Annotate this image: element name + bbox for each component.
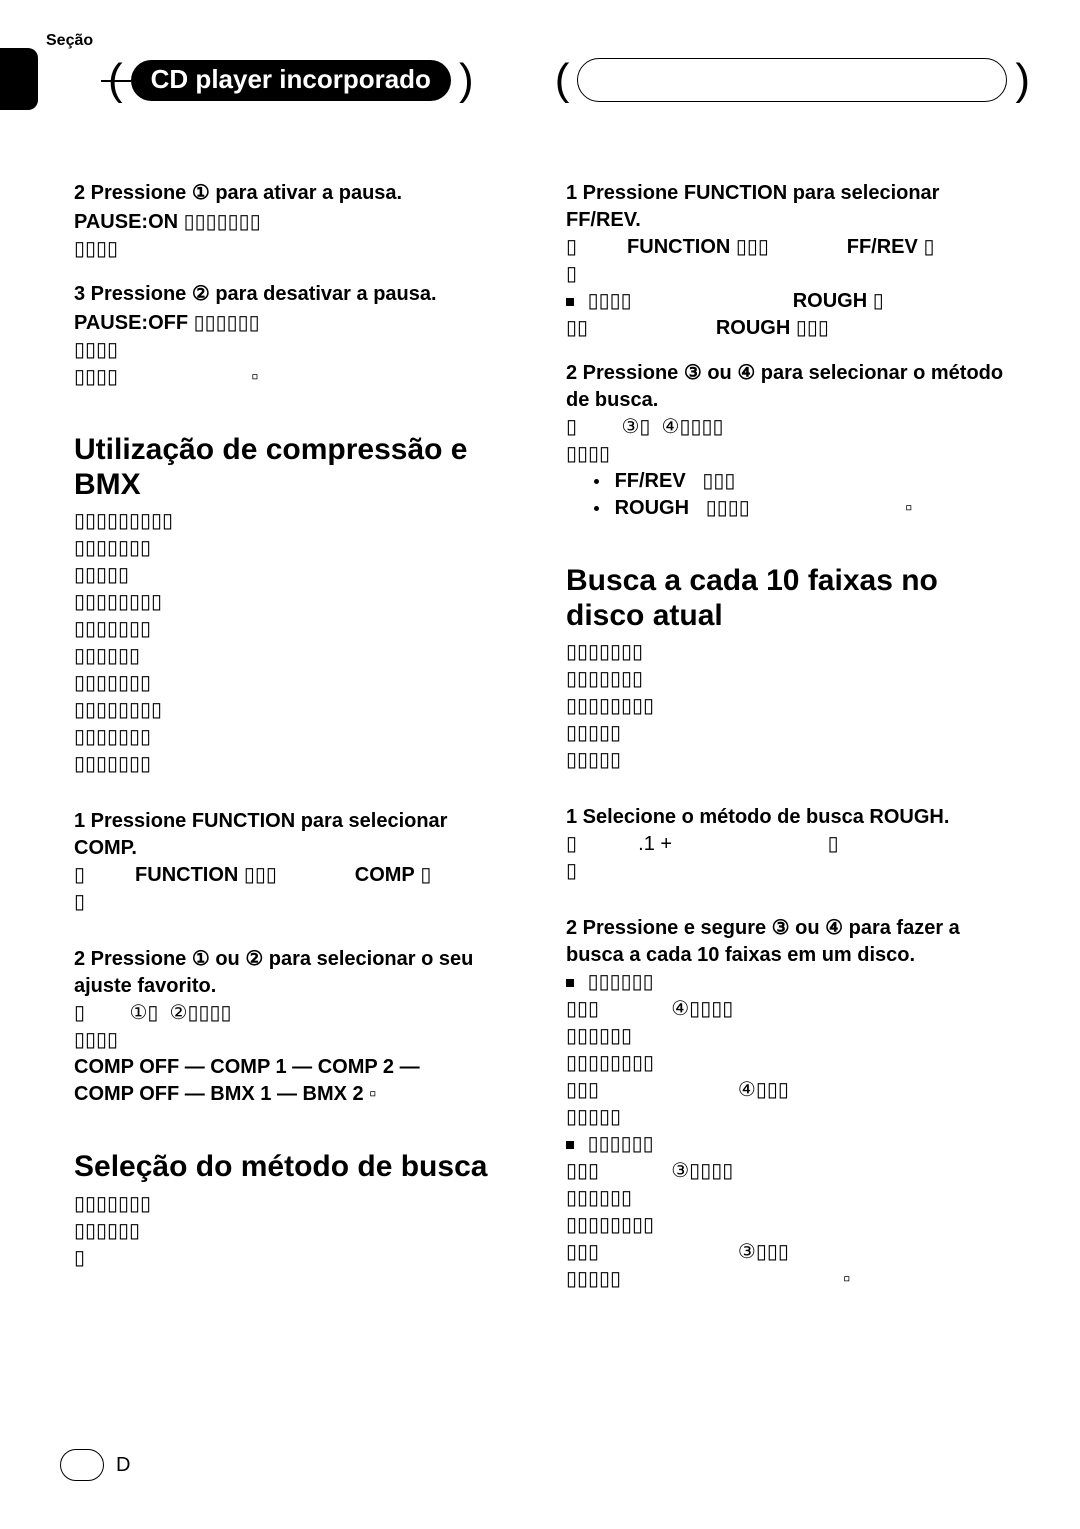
obscured-line: ▯▯▯▯▯▯ [566,1185,1006,1212]
function-label: FUNCTION [135,864,238,886]
obscured-line: ▯▯▯▯ [566,441,1006,468]
ffrev-label: FF/REV [847,236,918,258]
obscured-paragraph: ▯▯▯▯▯▯▯▯▯▯▯▯▯▯▯▯▯▯▯▯▯▯▯▯▯▯▯▯▯▯▯▯▯▯▯▯▯▯▯▯… [74,508,514,778]
end-marker: ▫ [369,1083,376,1105]
obscured-text: ▯ [923,236,934,258]
left-step2: 2 Pressione ① para ativar a pausa. [74,180,514,207]
ten-note-1: ▯▯▯▯▯▯ [566,969,1006,996]
ten-step1-sub-text: .1 + [638,833,672,855]
comp-step1: 1 Pressione FUNCTION para selecionar COM… [74,808,514,862]
obscured-text: ▯ [566,833,633,855]
ten-step1: 1 Selecione o método de busca ROUGH. [566,804,1006,831]
obscured-text: ▯ [74,864,129,886]
paren-left-2: ( [555,58,570,102]
paren-right-2: ) [1015,58,1030,102]
obscured-text: ▯▯▯▯▯▯ [588,1133,654,1155]
comp-step1-sub: ▯ FUNCTION ▯▯▯ COMP ▯ [74,862,514,889]
obscured-line: ▯▯▯▯▯ ▫ [566,1266,1006,1293]
ten-note-2: ▯▯▯▯▯▯ [566,1131,1006,1158]
right-step1-sub: ▯ FUNCTION ▯▯▯ FF/REV ▯ [566,234,1006,261]
obscured-line: ▯ [566,858,1006,885]
obscured-text: ▯ [678,833,839,855]
chapter-title: CD player incorporado [131,60,451,101]
bullet-row-2: ROUGH ▯▯▯▯ ▫ [566,495,1006,522]
bullet-icon [594,506,599,511]
obscured-text: ▯ [566,236,621,258]
obscured-paragraph: ▯▯▯▯▯▯▯▯▯▯▯▯▯▯ [74,1191,514,1272]
left-step2-sub: PAUSE:ON ▯▯▯▯▯▯▯ [74,209,514,236]
obscured-line: ▯▯▯▯▯▯▯▯ [566,1212,1006,1239]
obscured-text: ▯▯▯▯▯▯ [588,971,654,993]
right-column: 1 Pressione FUNCTION para selecionar FF/… [566,180,1006,1429]
obscured-text: ▯▯▯ [244,864,349,886]
comp-step2: 2 Pressione ① ou ② para selecionar o seu… [74,946,514,1000]
obscured-line: ▯ ③▯ ④▯▯▯▯ [566,414,1006,441]
heading-search-method: Seleção do método de busca [74,1150,514,1185]
bullet-row-1: FF/REV ▯▯▯ [566,468,1006,495]
obscured-line: ▯▯▯ ④▯▯▯ [566,1077,1006,1104]
header-row: ( CD player incorporado ) ( ) [108,58,1030,102]
obscured-text: ▯▯ [566,317,710,339]
function-label-2: FUNCTION [627,236,730,258]
obscured-line: ▯▯▯ ④▯▯▯▯ [566,996,1006,1023]
square-bullet-icon [566,979,574,987]
obscured-line: ▯▯▯▯▯▯▯▯ [566,1050,1006,1077]
right-step1-note2: ▯▯ ROUGH ▯▯▯ [566,315,1006,342]
obscured-line: ▯▯▯▯ [74,1027,514,1054]
ffrev-bullet: FF/REV [615,470,686,492]
obscured-line: ▯▯▯▯ [74,337,514,364]
page: Seção ( CD player incorporado ) ( ) 2 Pr… [0,0,1080,1529]
right-step2: 2 Pressione ③ ou ④ para selecionar o mét… [566,360,1006,414]
obscured-text: ▯▯▯ [691,470,735,492]
section-label: Seção [46,32,93,50]
obscured-paragraph: ▯▯▯▯▯▯▯▯▯▯▯▯▯▯▯▯▯▯▯▯▯▯▯▯▯▯▯▯▯▯▯▯ [566,639,1006,774]
obscured-line: ▯▯▯▯ [74,236,514,263]
obscured-text: ▯▯▯ [736,236,841,258]
heading-10-tracks: Busca a cada 10 faixas no disco atual [566,564,1006,633]
left-step3-sub: PAUSE:OFF ▯▯▯▯▯▯ [74,310,514,337]
bullet-icon [594,479,599,484]
obscured-line: ▯▯▯▯ ▫ [74,364,514,391]
right-step1-note: ▯▯▯▯ ROUGH ▯ [566,288,1006,315]
obscured-line: ▯ ①▯ ②▯▯▯▯ [74,1000,514,1027]
comp-options-b: COMP OFF — BMX 1 — BMX 2 [74,1083,364,1105]
obscured-line: ▯ [74,889,514,916]
obscured-text: ▯▯▯▯▯▯ [194,312,260,334]
obscured-line: ▯▯▯ ③▯▯▯▯ [566,1158,1006,1185]
right-step1: 1 Pressione FUNCTION para selecionar FF/… [566,180,1006,234]
comp-label: COMP [355,864,415,886]
left-step3: 3 Pressione ② para desativar a pausa. [74,281,514,308]
rough-bullet: ROUGH [615,497,689,519]
ten-step1-sub: ▯ .1 + ▯ [566,831,1006,858]
obscured-text: ▯▯▯▯ ▫ [695,497,913,519]
heading-compression: Utilização de compressão e BMX [74,433,514,502]
obscured-text: ▯ [420,864,431,886]
obscured-line: ▯▯▯▯▯ [566,1104,1006,1131]
ten-step2: 2 Pressione e segure ③ ou ④ para fazer a… [566,915,1006,969]
obscured-line: ▯ [566,261,1006,288]
side-tab [0,48,38,110]
obscured-text: ▯▯▯ [796,317,829,339]
square-bullet-icon [566,298,574,306]
obscured-line: ▯▯▯▯▯▯ [566,1023,1006,1050]
pause-on-label: PAUSE:ON [74,211,178,233]
obscured-line: ▯▯▯ ③▯▯▯ [566,1239,1006,1266]
square-bullet-icon [566,1141,574,1149]
obscured-text: ▯ [873,290,884,312]
page-d-marker: D [116,1454,130,1477]
obscured-text: ▯▯▯▯▯▯▯ [184,211,261,233]
pause-off-label: PAUSE:OFF [74,312,188,334]
paren-right: ) [459,58,474,102]
rough-label-2: ROUGH [716,317,790,339]
columns: 2 Pressione ① para ativar a pausa. PAUSE… [74,180,1006,1429]
obscured-text: ▯▯▯▯ [588,290,788,312]
comp-options-b-row: COMP OFF — BMX 1 — BMX 2 ▫ [74,1081,514,1108]
page-number-circle [60,1449,104,1481]
empty-bubble [577,58,1007,102]
comp-options-a: COMP OFF — COMP 1 — COMP 2 — [74,1054,514,1081]
rough-label: ROUGH [793,290,867,312]
left-column: 2 Pressione ① para ativar a pausa. PAUSE… [74,180,514,1429]
